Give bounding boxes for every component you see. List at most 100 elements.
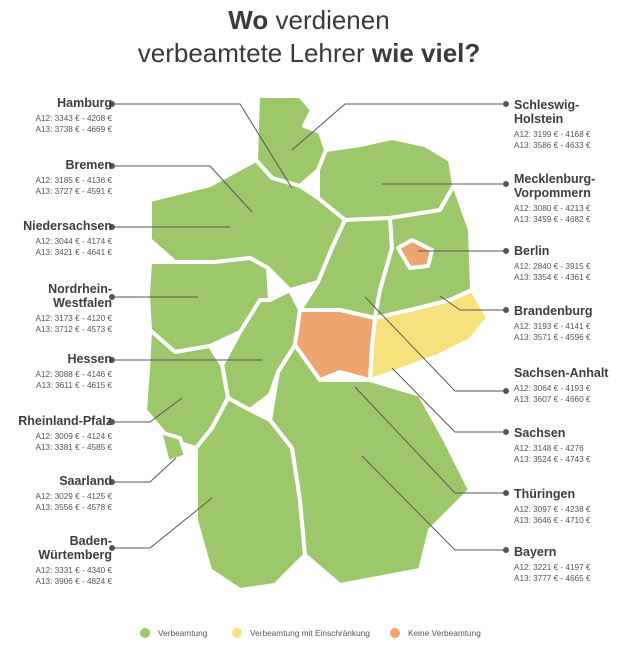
state-name: Thüringen — [514, 487, 576, 501]
a13-range: A13: 3421 € - 4641 € — [35, 248, 112, 257]
label-schleswig-holstein: Schleswig- Holstein A12: 3199 € - 4168 €… — [514, 98, 618, 151]
a12-range: A12: 3185 € - 4136 € — [35, 176, 112, 185]
a13-range: A13: 3727 € - 4591 € — [35, 187, 112, 196]
title-text-1: verdienen — [275, 5, 390, 35]
a12-range: A12: 3088 € - 4146 € — [35, 370, 112, 379]
legend-label: Verbeamtung — [158, 628, 208, 638]
title-text-2: verbeamtete Lehrer — [137, 38, 365, 68]
label-bremen: Bremen A12: 3185 € - 4136 € A13: 3727 € … — [4, 158, 112, 197]
legend-item-verbeamtung: Verbeamtung — [140, 628, 207, 638]
label-brandenburg: Brandenburg A12: 3193 € - 4141 € A13: 35… — [514, 304, 618, 343]
map-mecklenburg-vorpommern — [316, 136, 456, 222]
a13-range: A13: 3712 € - 4573 € — [35, 325, 112, 334]
a12-range: A12: 3199 € - 4168 € — [514, 130, 591, 139]
a13-range: A13: 3354 € - 4361 € — [514, 273, 591, 282]
state-name: Niedersachsen — [23, 219, 112, 233]
leader-saarland — [109, 457, 177, 485]
label-rheinland-pfalz: Rheinland-Pfalz A12: 3009 € - 4124 € A13… — [4, 414, 112, 453]
leader-bw — [109, 497, 213, 551]
state-name-line-1: Baden- — [69, 534, 112, 548]
state-name-line-2: Vorpommern — [514, 186, 591, 200]
legend-item-einschraenkung: Verbeamtung mit Einschränkung — [232, 628, 370, 638]
a13-range: A13: 3459 € - 4682 € — [514, 215, 591, 224]
label-hessen: Hessen A12: 3088 € - 4146 € A13: 3611 € … — [4, 352, 112, 391]
a13-range: A13: 3607 € - 4660 € — [514, 395, 591, 404]
state-name-line-1: Mecklenburg- — [514, 172, 596, 186]
label-berlin: Berlin A12: 2840 € - 3915 € A13: 3354 € … — [514, 244, 618, 283]
leader-sachsen — [391, 367, 509, 435]
green-dot-icon — [140, 628, 150, 638]
leader-bayern — [361, 455, 509, 553]
leader-schleswig-holstein — [291, 101, 509, 151]
a12-range: A12: 3331 € - 4340 € — [35, 566, 112, 575]
page-title: Wo verdienen verbeamtete Lehrer wie viel… — [0, 4, 618, 70]
leader-berlin — [418, 248, 509, 254]
label-bayern: Bayern A12: 3221 € - 4197 € A13: 3777 € … — [514, 545, 618, 584]
a13-range: A13: 3777 € - 4665 € — [514, 574, 591, 583]
a12-range: A12: 3148 € - 4276 — [514, 444, 584, 453]
a12-range: A12: 3044 € - 4174 € — [35, 237, 112, 246]
a13-range: A13: 3524 € - 4743 € — [514, 455, 591, 464]
a12-range: A12: 3173 € - 4120 € — [35, 314, 112, 323]
leader-bremen — [109, 163, 253, 213]
leader-sachsen-anhalt — [364, 296, 509, 394]
label-sachsen-anhalt: Sachsen-Anhalt A12: 3064 € - 4193 € A13:… — [514, 366, 618, 405]
title-line-1: Wo verdienen — [0, 4, 618, 37]
leader-mv — [382, 181, 509, 187]
label-nordrhein-westfalen: Nordrhein- Westfalen A12: 3173 € - 4120 … — [4, 282, 112, 335]
label-hamburg: Hamburg A12: 3343 € - 4208 € A13: 3738 €… — [4, 96, 112, 135]
title-line-2: verbeamtete Lehrer wie viel? — [0, 37, 618, 70]
label-baden-wuerttemberg: Baden- Würtemberg A12: 3331 € - 4340 € A… — [4, 534, 112, 587]
a13-range: A13: 3586 € - 4633 € — [514, 141, 591, 150]
label-saarland: Saarland A12: 3029 € - 4125 € A13: 3556 … — [4, 474, 112, 513]
leader-thueringen — [354, 386, 509, 496]
state-name: Sachsen-Anhalt — [514, 366, 609, 380]
yellow-dot-icon — [232, 628, 242, 638]
a13-range: A13: 3906 € - 4824 € — [35, 577, 112, 586]
title-bold-2: wie viel? — [371, 38, 481, 68]
a13-range: A13: 3571 € - 4596 € — [514, 333, 591, 342]
map-thueringen — [293, 308, 377, 382]
leader-hessen — [109, 357, 262, 363]
state-name-line-1: Nordrhein- — [48, 282, 112, 296]
state-name-line-1: Schleswig- — [514, 98, 580, 112]
state-name: Hamburg — [57, 96, 112, 110]
a12-range: A12: 3029 € - 4125 € — [35, 492, 112, 501]
a13-range: A13: 3556 € - 4578 € — [35, 503, 112, 512]
state-name-line-2: Würtemberg — [38, 548, 112, 562]
label-mecklenburg-vorpommern: Mecklenburg- Vorpommern A12: 3080 € - 42… — [514, 172, 618, 225]
legend-label: Verbeamtung mit Einschränkung — [250, 628, 370, 638]
state-name: Berlin — [514, 244, 550, 258]
leader-brandenburg — [439, 295, 509, 313]
a12-range: A12: 3193 € - 4141 € — [514, 322, 591, 331]
title-bold-1: Wo — [228, 5, 269, 35]
a12-range: A12: 2840 € - 3915 € — [514, 262, 591, 271]
label-sachsen: Sachsen A12: 3148 € - 4276 A13: 3524 € -… — [514, 426, 618, 465]
a13-range: A13: 3611 € - 4615 € — [36, 381, 112, 390]
legend-label: Keine Verbeamtung — [408, 628, 481, 638]
legend-item-keine: Keine Verbeamtung — [390, 628, 481, 638]
a13-range: A13: 3738 € - 4669 € — [35, 125, 112, 134]
state-name: Rheinland-Pfalz — [18, 414, 112, 428]
map-saarland — [158, 430, 188, 464]
a12-range: A12: 3080 € - 4213 € — [514, 204, 591, 213]
a12-range: A12: 3009 € - 4124 € — [35, 432, 112, 441]
state-name-line-2: Holstein — [514, 112, 564, 126]
state-name: Bayern — [514, 545, 557, 559]
state-name: Bremen — [65, 158, 112, 172]
leader-niedersachsen — [109, 224, 230, 230]
label-thueringen: Thüringen A12: 3097 € - 4238 € A13: 3646… — [514, 487, 618, 526]
map-berlin — [396, 238, 434, 270]
state-name-line-2: Westfalen — [53, 296, 112, 310]
label-niedersachsen: Niedersachsen A12: 3044 € - 4174 € A13: … — [4, 219, 112, 258]
a12-range: A12: 3221 € - 4197 € — [514, 563, 591, 572]
leader-hamburg — [109, 101, 293, 189]
state-name: Hessen — [67, 352, 112, 366]
state-name: Saarland — [59, 474, 112, 488]
state-name: Sachsen — [514, 426, 566, 440]
leader-rlp — [109, 397, 183, 425]
a12-range: A12: 3343 € - 4208 € — [35, 114, 112, 123]
a13-range: A13: 3381 € - 4585 € — [35, 443, 112, 452]
leader-nrw — [109, 294, 198, 300]
a12-range: A12: 3064 € - 4193 € — [514, 384, 591, 393]
